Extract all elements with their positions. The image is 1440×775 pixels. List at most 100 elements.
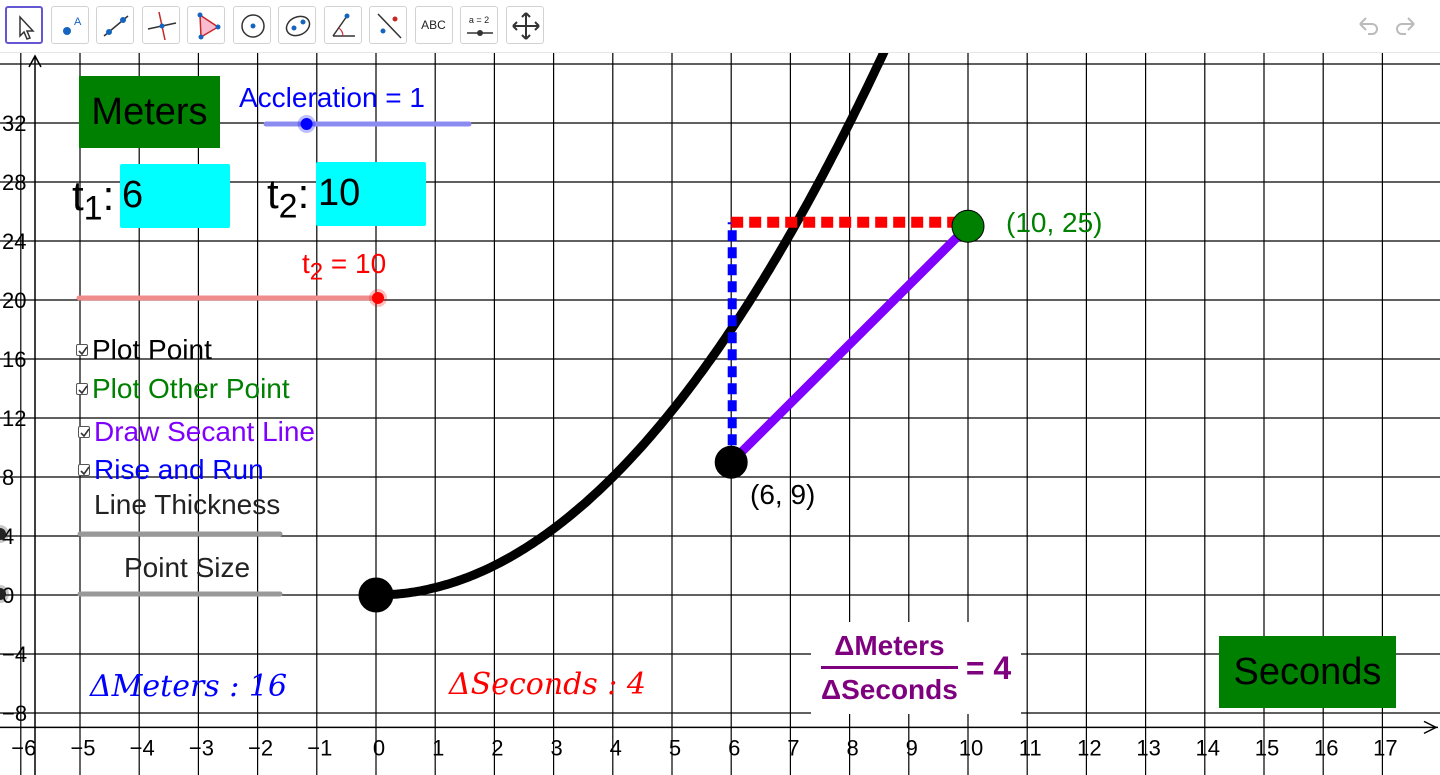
- point-icon: A: [62, 16, 82, 35]
- x-tick-label: 12: [1077, 735, 1101, 760]
- t1-input-value: 6: [122, 174, 144, 216]
- x-tick-label: −4: [130, 735, 155, 760]
- origin-point[interactable]: [358, 577, 394, 613]
- points[interactable]: [358, 209, 985, 613]
- sliders[interactable]: [0, 115, 472, 603]
- slider-icon-label: a = 2: [468, 15, 490, 25]
- rate-of-change-fraction: ΔMeters ΔSeconds = 4: [811, 622, 1022, 714]
- x-tick-label: 14: [1196, 735, 1220, 760]
- point-b[interactable]: [951, 209, 985, 243]
- slider-tool-button[interactable]: a = 2: [460, 6, 498, 44]
- line-thickness-label: Line Thickness: [94, 489, 281, 520]
- point-a-label: (6, 9): [750, 479, 816, 510]
- plot-point-label[interactable]: Plot Point: [92, 334, 212, 365]
- fraction-denominator: ΔSeconds: [821, 673, 958, 705]
- polygon-tool-button[interactable]: [187, 6, 225, 44]
- t2-input[interactable]: 10: [316, 162, 426, 226]
- y-tick-label: 16: [2, 347, 26, 372]
- t1-label: t1:: [72, 172, 115, 228]
- t2-slider-handle[interactable]: [372, 292, 384, 304]
- line-thickness-slider-handle[interactable]: [0, 528, 6, 540]
- acceleration-slider[interactable]: [263, 115, 472, 133]
- function-graph[interactable]: [376, 53, 1116, 600]
- y-tick-label: 0: [2, 583, 14, 608]
- x-tick-label: 15: [1255, 735, 1279, 760]
- point-size-slider-handle[interactable]: [0, 588, 6, 600]
- angle-tool-button[interactable]: [323, 6, 362, 44]
- meters-label: Meters: [91, 90, 208, 133]
- x-tick-label: 5: [669, 735, 681, 760]
- plot-other-point-checkbox[interactable]: [76, 383, 88, 395]
- check-icon: [80, 428, 90, 438]
- y-tick-label: −4: [2, 642, 27, 667]
- toolbar: A ABC a = 2: [0, 0, 1440, 53]
- plot-other-point-label[interactable]: Plot Other Point: [92, 373, 290, 404]
- acceleration-slider-handle[interactable]: [300, 118, 313, 130]
- circle-tool-button[interactable]: [232, 6, 271, 44]
- y-tick-label: 12: [2, 406, 26, 431]
- y-tick-label: 28: [2, 170, 26, 195]
- redo-icon: [1396, 17, 1415, 35]
- x-tick-label: −3: [189, 735, 214, 760]
- x-tick-label: 9: [906, 735, 918, 760]
- draw-secant-line-checkbox[interactable]: [78, 426, 90, 438]
- x-tick-label: 17: [1373, 735, 1397, 760]
- check-icon: [78, 346, 88, 356]
- delta-seconds-text: ΔSeconds : 4: [449, 667, 647, 702]
- x-tick-label: 10: [959, 735, 983, 760]
- point-tool-button[interactable]: A: [50, 6, 89, 44]
- check-icon: [78, 385, 88, 395]
- text-tool-button[interactable]: ABC: [414, 6, 453, 44]
- line-tool-button[interactable]: [96, 6, 134, 44]
- t1-input[interactable]: 6: [120, 164, 230, 228]
- move-view-tool-button[interactable]: [505, 6, 544, 44]
- x-tick-label: 2: [491, 735, 503, 760]
- rise-and-run-checkbox[interactable]: [78, 464, 90, 476]
- y-axis-tick-labels: −8 −4 0 4 8 12 16 20 24 28 32: [2, 111, 27, 726]
- x-tick-label: 1: [432, 735, 444, 760]
- reflect-tool-button[interactable]: [369, 6, 407, 44]
- point-a[interactable]: [714, 445, 748, 479]
- x-tick-label: 3: [550, 735, 562, 760]
- line-icon: [103, 15, 129, 37]
- polygon-icon: [197, 12, 221, 40]
- parabola-curve[interactable]: [376, 53, 1116, 600]
- y-tick-label: 24: [2, 229, 26, 254]
- rise-and-run[interactable]: [727, 216, 972, 466]
- acceleration-slider-label: Accleration = 1: [239, 82, 425, 113]
- t2-label: t2:: [267, 170, 310, 226]
- seconds-label: Seconds: [1233, 650, 1382, 693]
- x-tick-label: −6: [11, 735, 36, 760]
- x-axis-arrow: [1423, 720, 1438, 735]
- secant-line[interactable]: [728, 223, 972, 466]
- x-tick-label: 4: [610, 735, 622, 760]
- ellipse-tool-button[interactable]: [278, 6, 316, 44]
- x-tick-label: −5: [70, 735, 95, 760]
- x-tick-label: −2: [248, 735, 273, 760]
- move-tool-button[interactable]: [5, 6, 43, 44]
- t2-input-value: 10: [318, 172, 361, 214]
- arrow-icon: [19, 15, 35, 40]
- undo-button[interactable]: [1354, 12, 1382, 40]
- t2-slider[interactable]: [76, 289, 387, 307]
- check-icon: [80, 466, 90, 476]
- y-tick-label: 32: [2, 111, 26, 136]
- fraction-bar: [821, 665, 958, 669]
- slider-icon: [467, 30, 493, 36]
- perpendicular-tool-button[interactable]: [141, 6, 180, 44]
- axes: [0, 54, 1438, 775]
- x-tick-label: −1: [307, 735, 332, 760]
- delta-meters-text: ΔMeters : 16: [90, 669, 288, 704]
- point-size-slider[interactable]: [0, 585, 283, 603]
- circle-icon: [240, 14, 265, 38]
- perpendicular-icon: [147, 11, 176, 41]
- fraction-result: = 4: [965, 649, 1012, 686]
- line-thickness-slider[interactable]: [0, 525, 283, 543]
- ellipse-icon: [285, 15, 311, 37]
- x-tick-label: 11: [1019, 735, 1042, 760]
- plot-point-checkbox[interactable]: [76, 344, 88, 356]
- reflect-icon: [377, 13, 402, 39]
- draw-secant-line-label[interactable]: Draw Secant Line: [94, 416, 316, 447]
- rise-and-run-label[interactable]: Rise and Run: [94, 454, 264, 485]
- redo-button[interactable]: [1392, 12, 1420, 40]
